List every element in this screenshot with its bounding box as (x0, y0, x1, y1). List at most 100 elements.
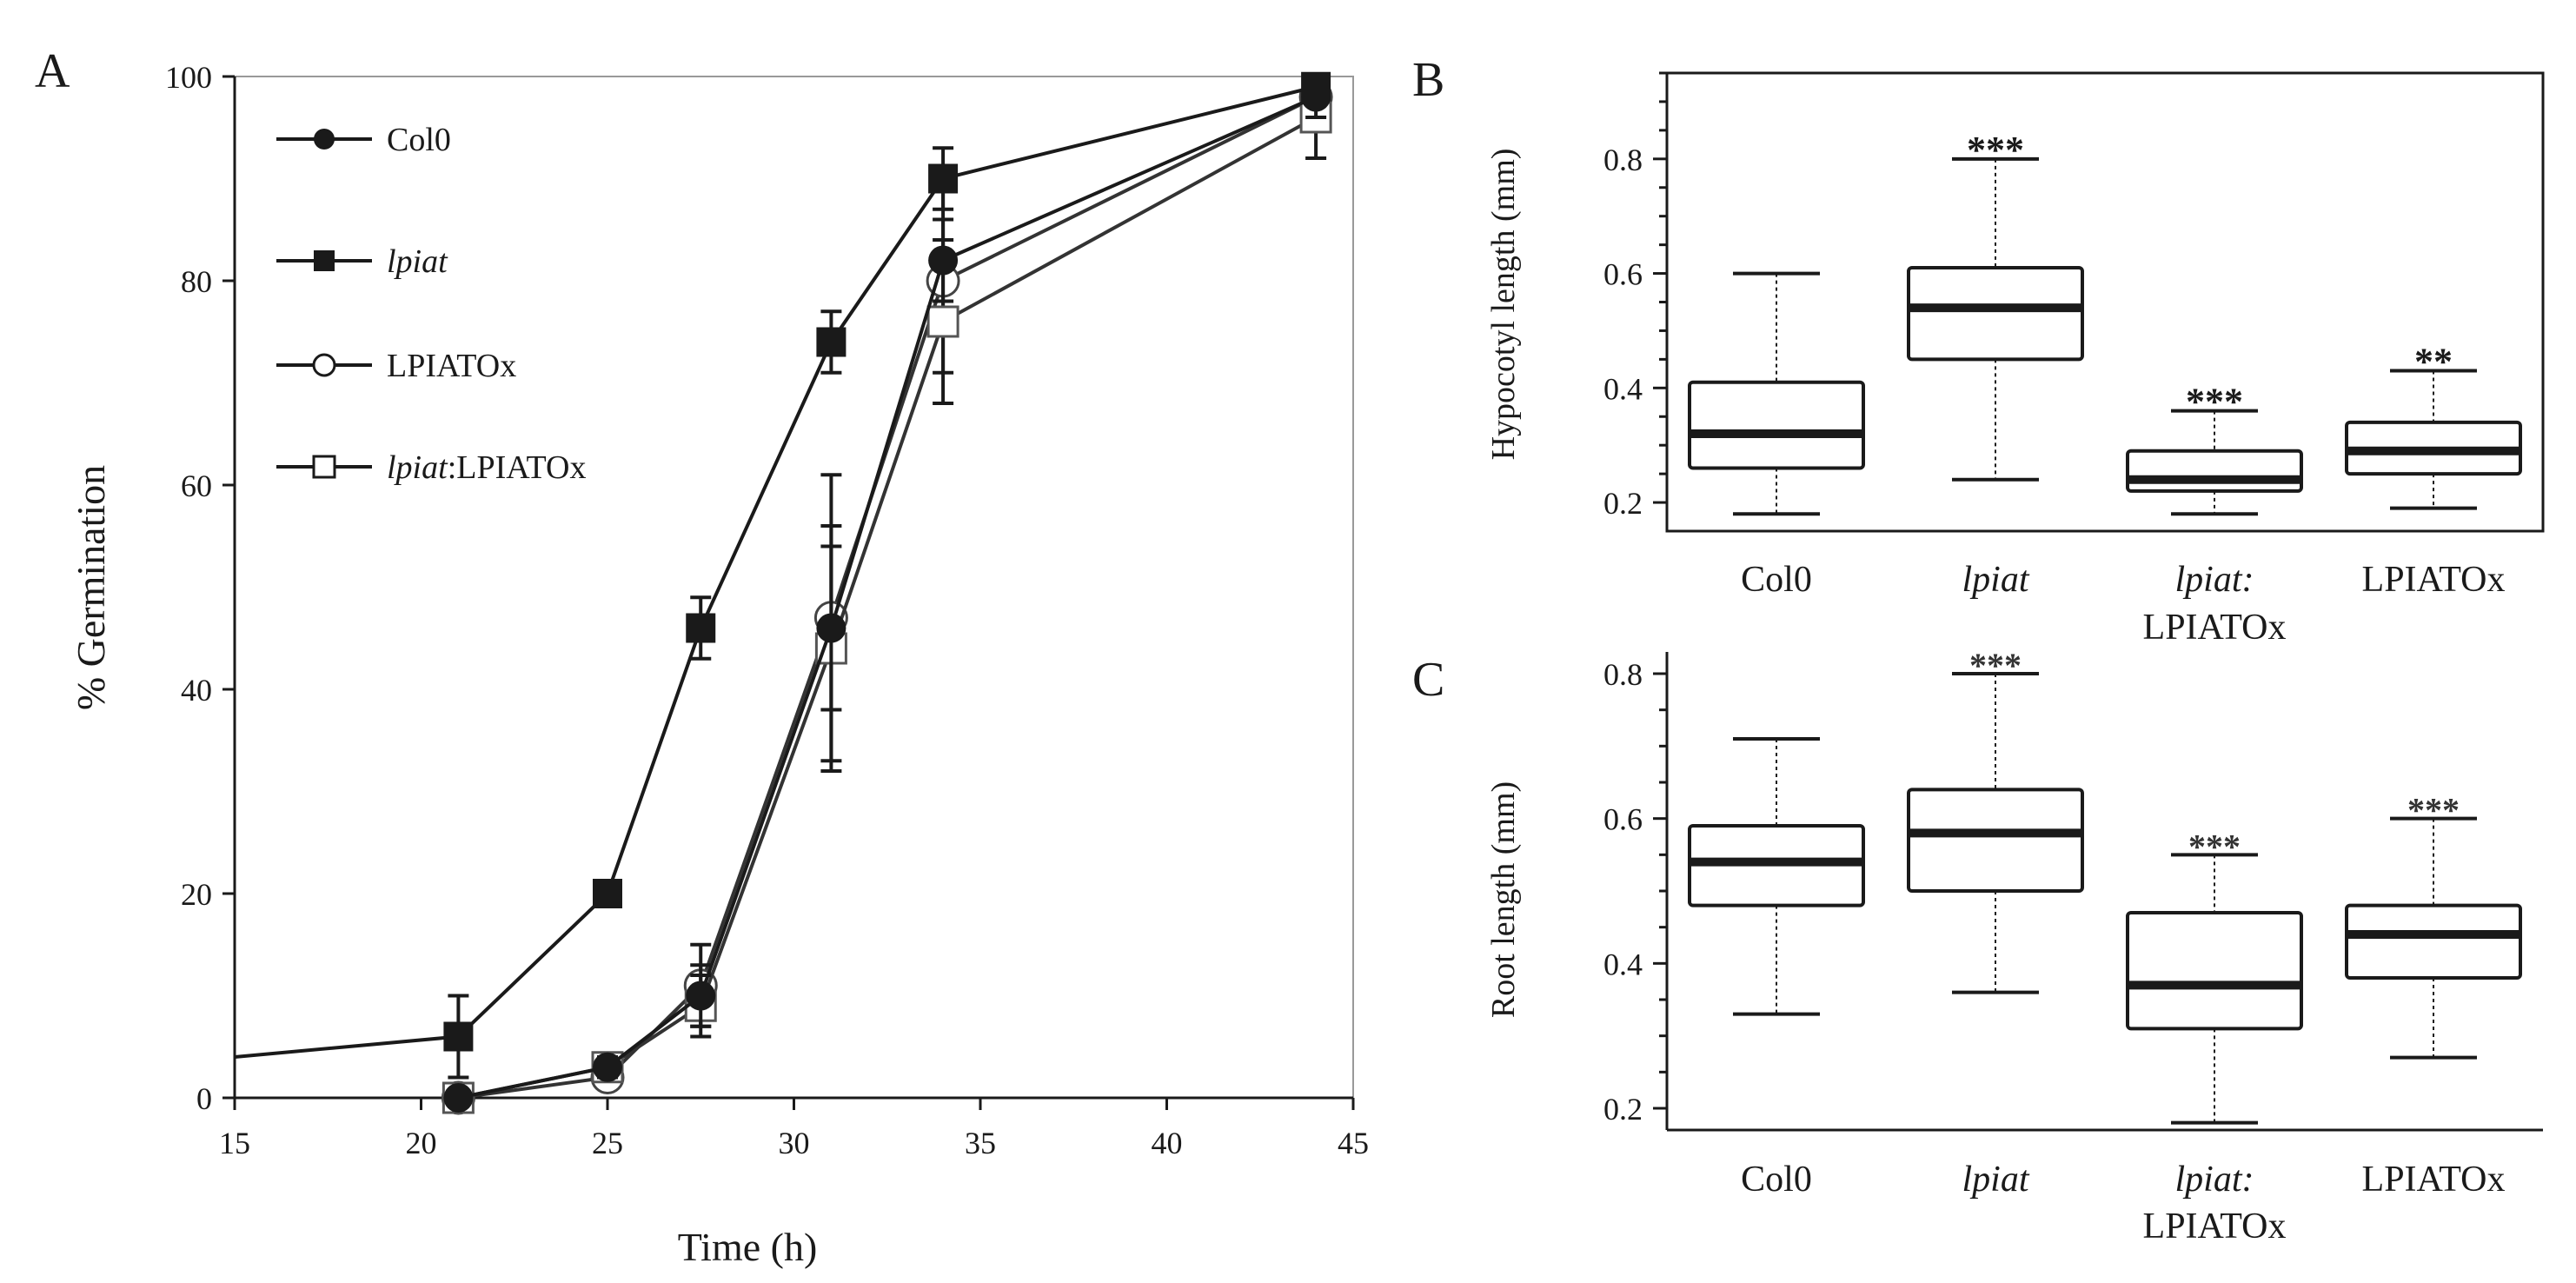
data-point (443, 1021, 474, 1052)
legend-item: LPIATOx (276, 348, 516, 384)
box-iqr (1688, 380, 1865, 470)
panel-b-ticks: 0.2 0.4 0.6 0.8 (1603, 71, 1667, 521)
series-line (457, 116, 1318, 1100)
y-tick-label: 0.4 (1603, 947, 1643, 981)
panel-a-letter: A (35, 44, 70, 98)
y-tick-label: 0.8 (1603, 143, 1643, 177)
legend-label-rest: Col0 (387, 122, 451, 158)
data-point (443, 1083, 474, 1113)
box-iqr (1907, 788, 2084, 893)
a-y-tick-label: 60 (181, 469, 212, 503)
box-3: *** (2345, 791, 2522, 1060)
box-2: *** (2126, 381, 2303, 516)
box-iqr (1907, 265, 2084, 362)
legend-item: Col0 (276, 122, 451, 158)
panel-b-box-plot: B 0.20.40.60.8 ******** Col0 lpiat lpiat:L… (1412, 53, 2545, 648)
legend-label-italic: lpiat (387, 243, 448, 280)
panel-c-box-plot: C 0.2 0.4 0.6 0.8 *** *** *** Col0 lpiat lpiat:… (1412, 646, 2543, 1246)
panel-a-y-label: % Germination (69, 465, 113, 710)
panel-b-categories: Col0 lpiat lpiat: LPIATOx LPIATOx (1741, 560, 2505, 648)
y-tick-label: 0.8 (1603, 657, 1643, 692)
a-y-tick-label: 20 (181, 877, 212, 912)
a-x-tick-label: 40 (1152, 1126, 1183, 1160)
box-1: *** (1907, 129, 2084, 482)
box-2: *** (2126, 827, 2303, 1125)
panel-a-line-chart: A 15 20 25 30 35 40 45 0 20 40 60 80 100 Col0 lpiat LP… (35, 44, 1369, 1269)
panel-c-categories: Col0 lpiat lpiat: LPIATOx LPIATOx (1741, 1160, 2505, 1246)
box-0 (1688, 737, 1865, 1016)
panel-c-ticks: 0.2 0.4 0.6 0.8 (1603, 657, 1667, 1127)
data-point (816, 613, 846, 643)
data-point (686, 981, 716, 1011)
series-line (457, 95, 1317, 1100)
significance-label: ** (2414, 341, 2453, 383)
data-point (686, 613, 716, 643)
category-label: lpiat (1962, 560, 2029, 600)
legend-label: Col0 (387, 122, 451, 158)
series-lpiat (234, 71, 1331, 1080)
data-point (593, 879, 622, 908)
legend-marker (314, 129, 335, 150)
significance-label: *** (2188, 827, 2241, 866)
y-tick-label: 0.4 (1603, 371, 1643, 406)
a-y-tick-label: 80 (181, 264, 212, 299)
data-point (928, 245, 959, 276)
category-label-line2: LPIATOx (2143, 1207, 2287, 1246)
box-3: ** (2345, 341, 2522, 510)
a-x-tick-label: 35 (965, 1126, 996, 1160)
data-point (928, 163, 959, 194)
series-line (234, 84, 1317, 1059)
category-label: lpiat: (2175, 560, 2254, 600)
box-iqr (2126, 449, 2303, 493)
a-y-tick-label: 100 (165, 60, 212, 95)
panel-c-boxes: *** *** *** (1688, 646, 2522, 1125)
box-0 (1688, 271, 1865, 516)
a-x-tick-label: 25 (592, 1126, 623, 1160)
legend-marker (312, 455, 336, 479)
panel-b-boxes: ******** (1688, 129, 2522, 516)
panel-a-x-label: Time (h) (678, 1225, 818, 1269)
series-lpiat-lpiatox (442, 75, 1332, 1114)
panel-c-letter: C (1412, 653, 1444, 707)
legend-label: LPIATOx (387, 348, 516, 384)
legend-item: lpiat:LPIATOx (276, 449, 586, 486)
significance-label: *** (1967, 129, 2024, 171)
legend-label-rest: :LPIATOx (448, 449, 587, 486)
category-label: Col0 (1741, 560, 1812, 600)
y-tick-label: 0.2 (1603, 486, 1643, 521)
y-tick-label: 0.6 (1603, 802, 1643, 837)
legend-marker (314, 250, 335, 271)
a-x-tick-label: 45 (1338, 1126, 1369, 1160)
a-y-tick-label: 0 (196, 1081, 212, 1116)
category-label: Col0 (1741, 1160, 1812, 1200)
panel-c-y-label: Root length (mm) (1485, 781, 1522, 1018)
category-label-line2: LPIATOx (2143, 608, 2287, 648)
significance-label: *** (2186, 381, 2243, 423)
category-label: LPIATOx (2362, 1160, 2506, 1200)
a-x-tick-label: 15 (219, 1126, 250, 1160)
category-label: lpiat (1962, 1160, 2029, 1200)
data-point (1301, 71, 1331, 102)
data-point (593, 1052, 622, 1082)
legend-item: lpiat (276, 243, 448, 280)
box-iqr (2345, 903, 2522, 980)
significance-label: *** (2407, 791, 2460, 830)
a-x-tick-label: 30 (779, 1126, 810, 1160)
series-line (458, 95, 1317, 1100)
legend-marker (312, 353, 336, 377)
y-tick-label: 0.2 (1603, 1092, 1643, 1127)
y-tick-label: 0.6 (1603, 257, 1643, 292)
category-label: lpiat: (2175, 1160, 2254, 1200)
data-point (816, 327, 846, 357)
panel-b-y-label: Hypocotyl length (mm) (1485, 149, 1522, 461)
box-1: *** (1907, 646, 2084, 994)
panel-b-letter: B (1412, 53, 1444, 107)
legend-label: lpiat:LPIATOx (387, 449, 586, 486)
significance-label: *** (1969, 646, 2022, 685)
panel-a-ticks: 15 20 25 30 35 40 45 0 20 40 60 80 100 (165, 60, 1369, 1160)
a-y-tick-label: 40 (181, 673, 212, 708)
legend-label: lpiat (387, 243, 448, 280)
series-lpiatox (441, 75, 1333, 1115)
panel-a-legend: Col0 lpiat LPIATOx lpiat:LPIATOx (276, 122, 586, 486)
